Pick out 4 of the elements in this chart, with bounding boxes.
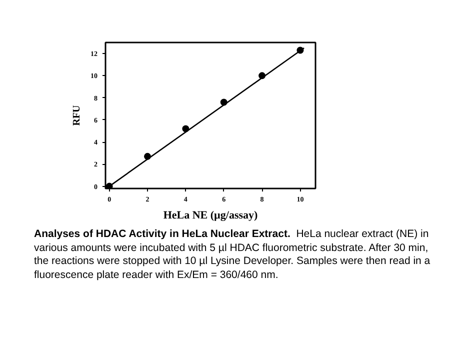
x-axis-title: HeLa NE (µg/assay) [163,210,258,222]
point [106,182,113,188]
text: Analyses of HDAC Activity in HeLa Nuclear Extract. [34,228,290,240]
y-axis-title: RFU [72,105,82,126]
